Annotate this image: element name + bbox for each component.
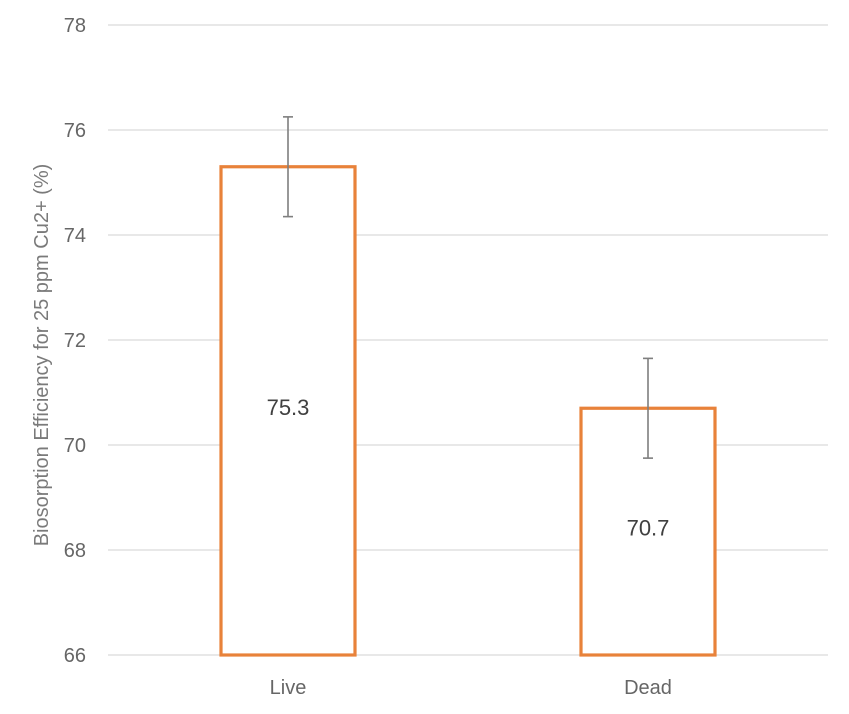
error-bar (643, 357, 653, 459)
x-tick-label: Dead (624, 677, 672, 699)
y-tick-label: 70 (64, 435, 86, 457)
y-tick-label: 66 (64, 645, 86, 667)
bar-live (219, 165, 357, 657)
data-label: 70.7 (627, 516, 670, 541)
y-tick-label: 78 (64, 15, 86, 37)
y-tick-label: 72 (64, 330, 86, 352)
data-labels: 75.3 70.7 (267, 395, 670, 541)
x-axis-ticks: Live Dead (270, 677, 672, 699)
y-tick-label: 74 (64, 225, 86, 247)
y-tick-label: 68 (64, 540, 86, 562)
x-tick-label: Live (270, 677, 307, 699)
error-bars (283, 116, 653, 459)
y-axis-label: Biosorption Efficiency for 25 ppm Cu2+ (… (31, 164, 53, 547)
y-tick-label: 76 (64, 120, 86, 142)
data-label: 75.3 (267, 395, 310, 420)
error-bar (283, 116, 293, 218)
gridlines (108, 24, 828, 656)
y-axis-ticks: 66 68 70 72 74 76 78 (64, 15, 86, 667)
